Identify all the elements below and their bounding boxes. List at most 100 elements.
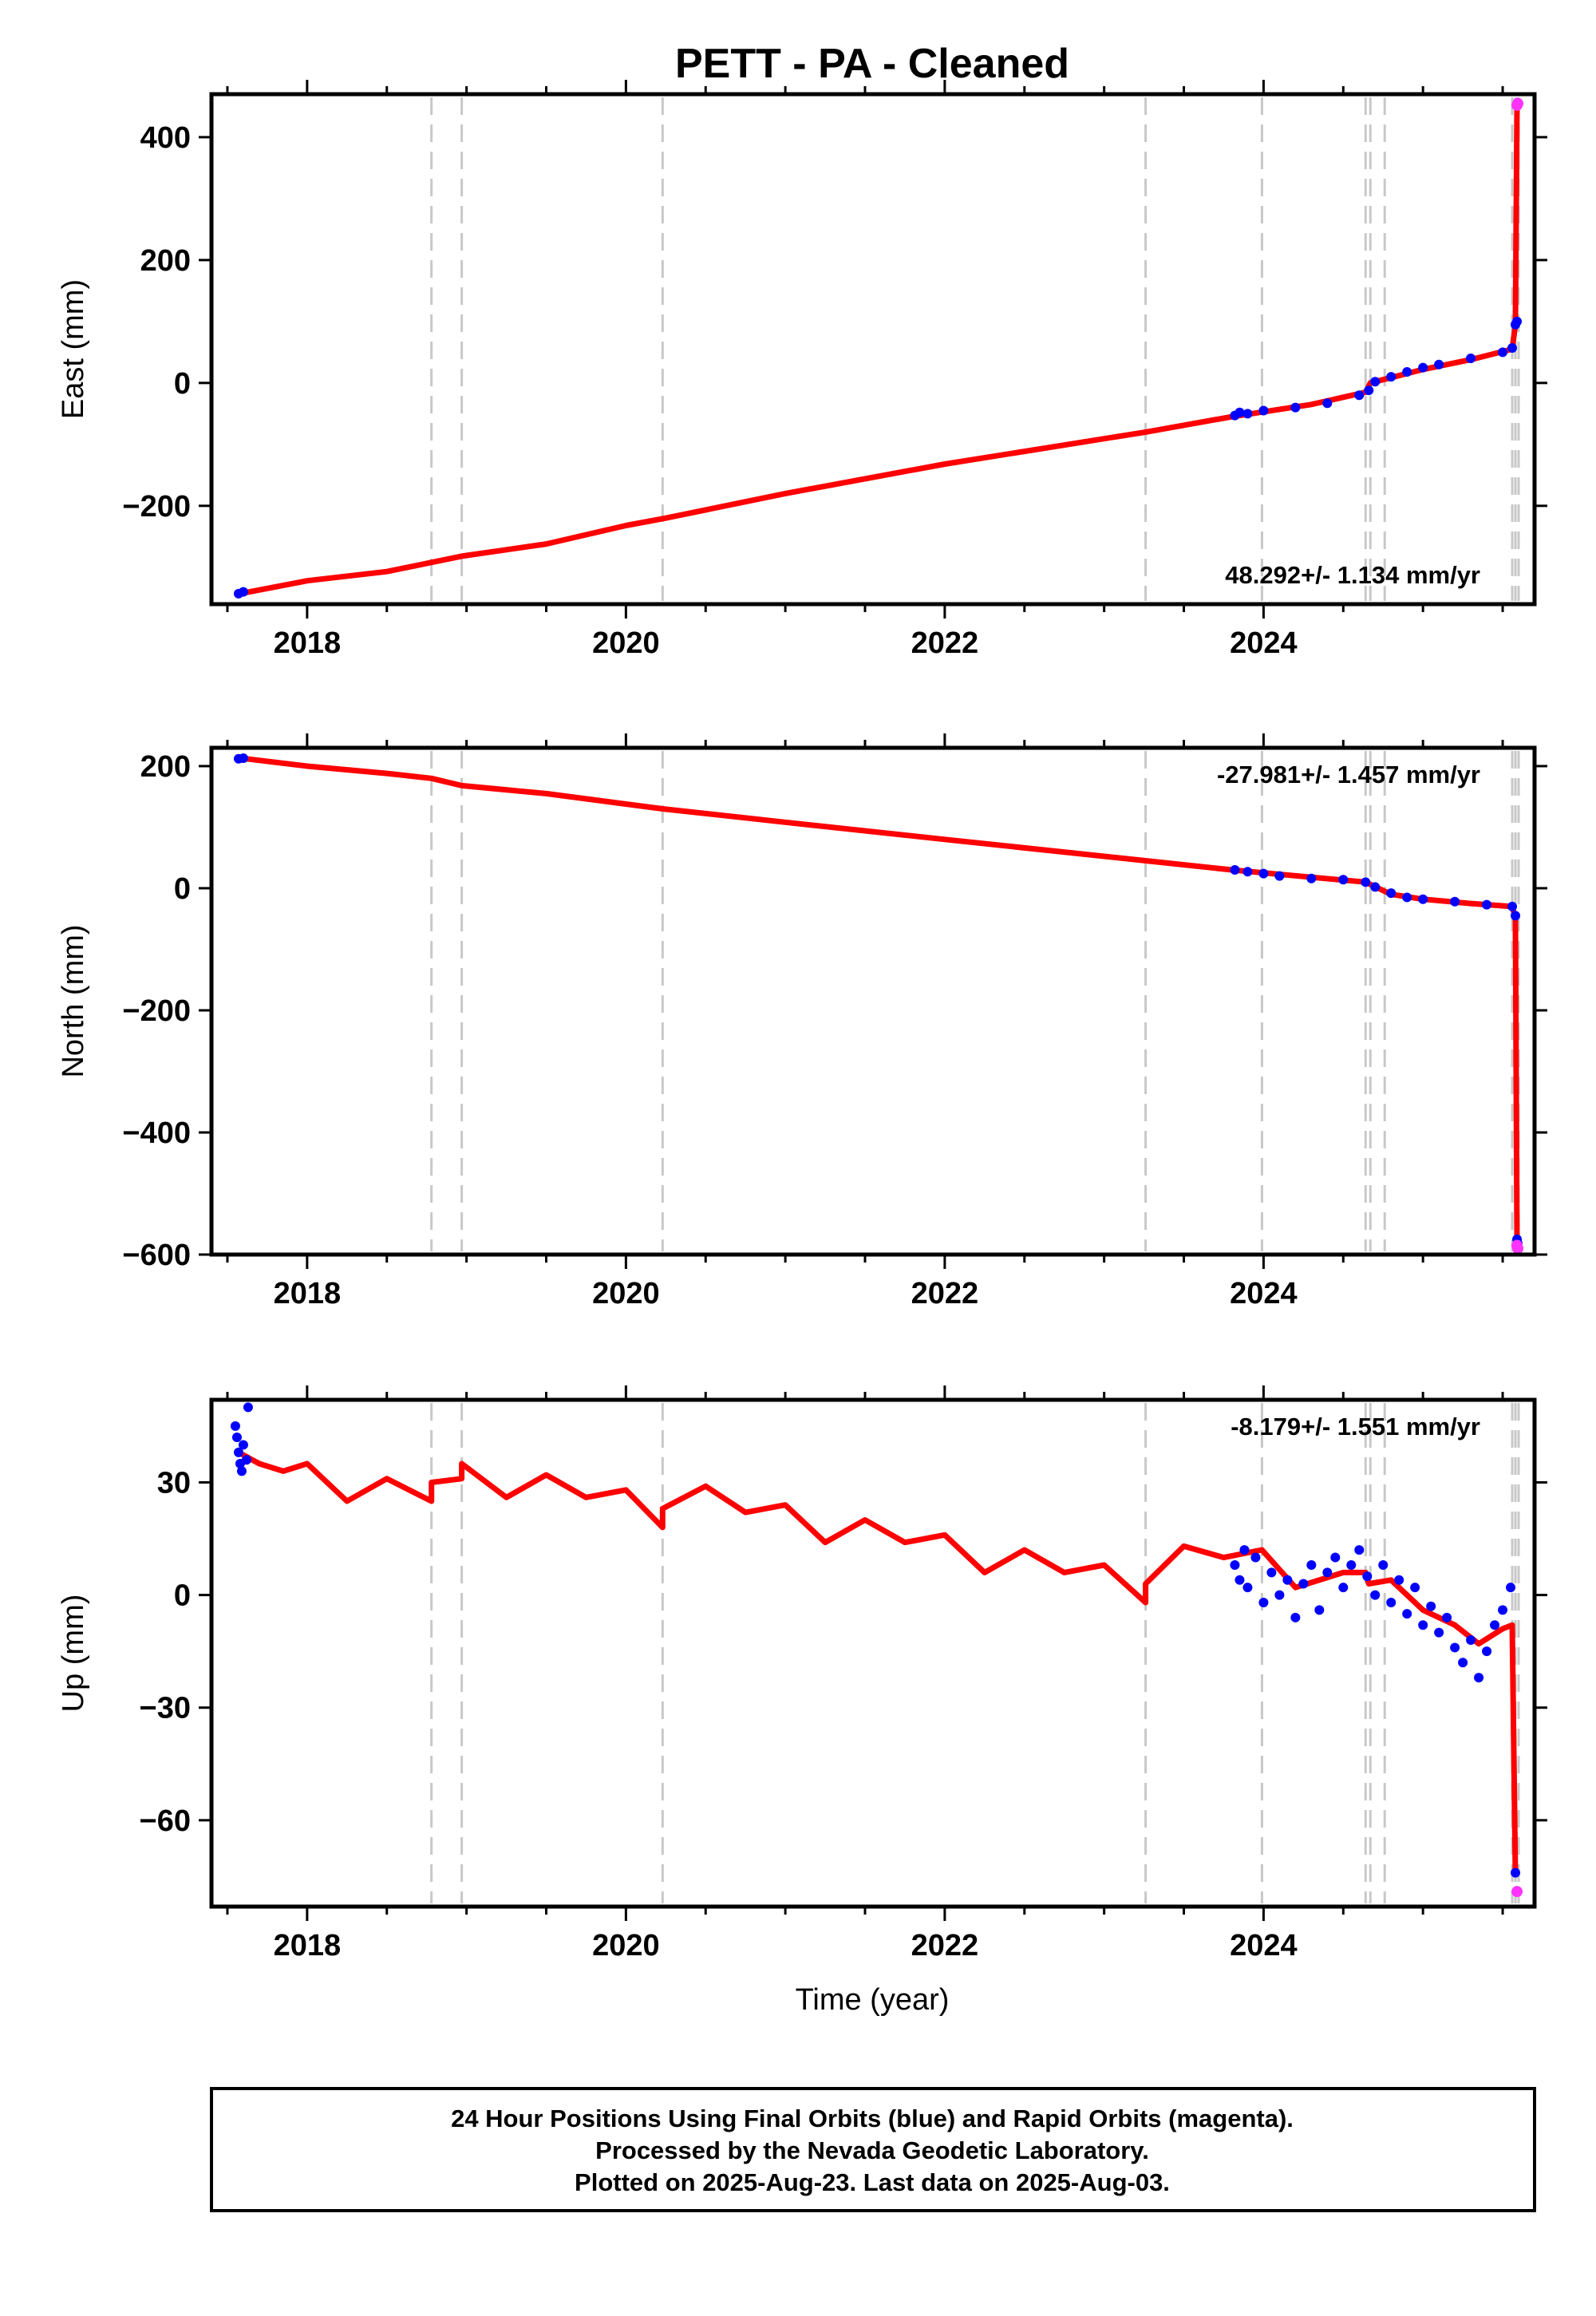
final-orbit-point	[230, 1421, 240, 1431]
x-tick-label: 2022	[911, 1929, 979, 1962]
final-orbit-point	[1386, 888, 1396, 899]
final-orbit-point	[1458, 1658, 1468, 1668]
final-orbit-point	[1230, 865, 1240, 875]
y-tick-label: −400	[122, 1117, 191, 1150]
y-tick-label: −600	[122, 1239, 191, 1272]
footnote-box	[210, 2087, 1536, 2212]
x-tick-label: 2020	[592, 626, 660, 660]
rapid-orbit-point	[1512, 97, 1524, 109]
final-orbit-point	[1322, 1567, 1333, 1578]
final-orbit-point	[1298, 1579, 1309, 1589]
final-orbit-point	[243, 1402, 253, 1413]
y-tick-label: −60	[140, 1804, 191, 1838]
final-orbit-point	[1242, 1583, 1253, 1593]
plot-frame	[209, 1397, 1537, 1909]
final-orbit-point	[1442, 1612, 1452, 1622]
x-tick-label: 2022	[911, 1277, 979, 1310]
final-orbit-point	[1402, 892, 1412, 903]
final-orbit-point	[1235, 407, 1245, 417]
model-fit-line	[239, 756, 1520, 1243]
chart-title: PETT - PA - Cleaned	[675, 41, 1069, 87]
final-orbit-point	[1511, 911, 1521, 921]
y-tick-label: 200	[140, 244, 191, 278]
final-orbit-point	[231, 1433, 242, 1443]
model-fit-line	[238, 106, 1520, 597]
final-orbit-point	[1418, 362, 1428, 373]
final-orbit-point	[1482, 899, 1492, 910]
panel-north: 2018 2020 2022 2024 −600 −400 −200 0 200 North (m…	[57, 733, 1547, 1310]
y-axis-label: Up (mm)	[57, 1595, 90, 1713]
panel-east: 2018 2020 2022 2024 −200 0 200 400 East (mm) 48.2…	[57, 80, 1547, 660]
final-orbit-point	[1258, 868, 1269, 879]
x-tick-label: 2018	[274, 1277, 342, 1310]
final-orbit-point	[1370, 1590, 1381, 1600]
y-tick-label: 0	[174, 1579, 191, 1613]
final-orbit-point	[1322, 398, 1333, 409]
final-orbit-point	[1354, 390, 1365, 401]
final-orbit-point	[1230, 1559, 1240, 1570]
x-tick-label: 2022	[911, 626, 979, 660]
y-tick-label: 200	[140, 750, 191, 784]
final-orbit-point	[1466, 354, 1476, 364]
final-orbit-point	[1482, 1646, 1492, 1657]
final-orbit-point	[1250, 1552, 1261, 1563]
final-orbit-point	[1434, 359, 1444, 370]
final-orbit-point	[238, 753, 248, 764]
final-orbit-point	[1386, 1598, 1396, 1607]
final-orbit-point	[1290, 402, 1301, 413]
final-orbit-point	[1402, 366, 1412, 377]
final-orbit-point	[238, 587, 248, 597]
panels-group: 2018 2020 2022 2024 −200 0 200 400 East (mm) 48.2…	[57, 80, 1547, 1962]
final-orbit-point	[1364, 385, 1374, 396]
final-orbit-point	[1426, 1601, 1436, 1611]
final-orbit-point	[1370, 377, 1381, 387]
final-orbit-point	[1338, 1583, 1349, 1593]
x-tick-label: 2024	[1230, 1277, 1298, 1310]
final-orbit-point	[1434, 1627, 1444, 1638]
final-orbit-point	[1274, 871, 1285, 881]
final-orbit-point	[1362, 1571, 1373, 1582]
y-tick-label: 30	[157, 1466, 191, 1500]
final-orbit-point	[236, 1466, 247, 1476]
plot-frame	[209, 745, 1537, 1257]
final-orbit-point	[1490, 1620, 1500, 1630]
final-orbit-point	[1274, 1590, 1285, 1600]
final-orbit-point	[1394, 1575, 1404, 1585]
final-orbit-point	[1507, 342, 1518, 353]
x-tick-label: 2018	[274, 626, 342, 660]
y-tick-label: 400	[140, 121, 191, 155]
final-orbit-point	[1410, 1583, 1420, 1593]
final-orbit-point	[1266, 1567, 1277, 1578]
velocity-annotation: 48.292+/- 1.134 mm/yr	[1225, 561, 1480, 589]
final-orbit-point	[1466, 1635, 1476, 1646]
final-orbit-point	[1498, 1605, 1508, 1615]
rapid-orbit-point	[1511, 1886, 1523, 1898]
final-orbit-point	[1338, 875, 1349, 885]
final-orbit-point	[1282, 1575, 1293, 1585]
final-orbit-point	[1511, 1867, 1521, 1878]
final-orbit-point	[1306, 873, 1317, 883]
final-orbit-point	[1290, 1612, 1301, 1622]
final-orbit-point	[233, 1447, 243, 1457]
y-tick-label: −30	[140, 1692, 191, 1725]
final-orbit-point	[1506, 1583, 1516, 1593]
footnote-line-3: Plotted on 2025-Aug-23. Last data on 202…	[575, 2168, 1170, 2196]
final-orbit-point	[1386, 372, 1396, 382]
final-orbit-point	[1354, 1545, 1365, 1555]
velocity-annotation: -27.981+/- 1.457 mm/yr	[1217, 761, 1480, 788]
velocity-annotation: -8.179+/- 1.551 mm/yr	[1231, 1413, 1480, 1441]
x-tick-label: 2020	[592, 1277, 660, 1310]
final-orbit-point	[1239, 1545, 1250, 1555]
final-orbit-point	[1450, 896, 1460, 907]
final-orbit-point	[1242, 409, 1253, 419]
y-tick-label: −200	[122, 490, 191, 524]
y-tick-label: 0	[174, 367, 191, 401]
final-orbit-point	[1450, 1642, 1460, 1653]
final-orbit-point	[238, 1440, 248, 1450]
y-tick-label: 0	[174, 872, 191, 906]
final-orbit-point	[1346, 1559, 1357, 1570]
x-tick-label: 2018	[274, 1929, 342, 1962]
final-orbit-point	[1314, 1605, 1325, 1615]
final-orbit-point	[1498, 347, 1508, 358]
